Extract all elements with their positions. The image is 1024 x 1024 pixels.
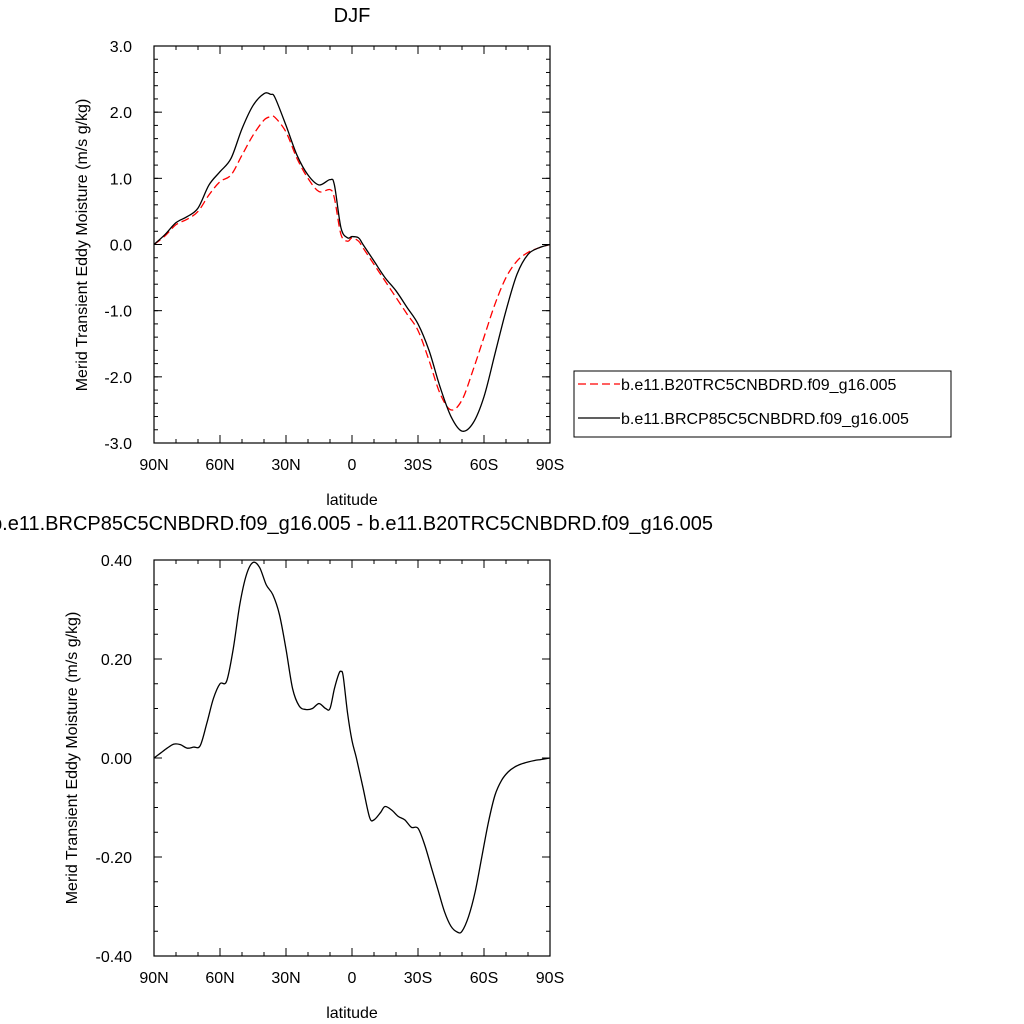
x-tick-label: 30N <box>271 970 300 987</box>
x-tick-label: 30S <box>404 970 432 987</box>
x-axis-label: latitude <box>326 1005 378 1022</box>
panel-difference: b.e11.BRCP85C5CNBDRD.f09_g16.005 - b.e11… <box>0 513 713 1022</box>
y-axis-label: Merid Transient Eddy Moisture (m/s g/kg) <box>74 99 91 392</box>
x-tick-label: 30S <box>404 457 432 474</box>
chart-title: DJF <box>334 5 371 27</box>
panel-djf: DJF 90N 60N 30N 0 30S 60S 90S 3.0 2.0 1.0 0.0 -1.0 -… <box>74 5 952 509</box>
x-tick-label: 90S <box>536 970 564 987</box>
y-tick-label: -0.40 <box>96 949 133 966</box>
series-line-1 <box>153 92 551 432</box>
chart-title: b.e11.BRCP85C5CNBDRD.f09_g16.005 - b.e11… <box>0 513 713 535</box>
x-tick-label: 90N <box>139 970 168 987</box>
series-group <box>153 561 551 934</box>
x-tick-label: 0 <box>348 457 357 474</box>
y-tick-label: 0.00 <box>101 751 132 768</box>
x-tick-label: 0 <box>348 970 357 987</box>
series-line-0 <box>153 561 551 934</box>
x-tick-label: 60N <box>205 457 234 474</box>
x-tick-label: 60S <box>470 970 498 987</box>
y-tick-label: -3.0 <box>104 436 132 453</box>
legend: b.e11.B20TRC5CNBDRD.f09_g16.005 b.e11.BR… <box>573 370 952 438</box>
axis-ticks: 90N 60N 30N 0 30S 60S 90S 0.40 0.20 0.00 -0.20 -0.4… <box>96 553 565 987</box>
y-tick-label: -0.20 <box>96 850 133 867</box>
x-tick-label: 60S <box>470 457 498 474</box>
series-group <box>153 92 551 432</box>
legend-label-historical: b.e11.B20TRC5CNBDRD.f09_g16.005 <box>621 377 897 394</box>
legend-label-rcp85: b.e11.BRCP85C5CNBDRD.f09_g16.005 <box>621 411 909 428</box>
x-tick-label: 60N <box>205 970 234 987</box>
axis-ticks: 90N 60N 30N 0 30S 60S 90S 3.0 2.0 1.0 0.0 -1.0 -2.0 -… <box>104 39 564 474</box>
y-tick-label: 2.0 <box>110 105 132 122</box>
x-tick-label: 90S <box>536 457 564 474</box>
y-tick-label: 0.0 <box>110 238 132 255</box>
y-tick-label: 0.40 <box>101 553 132 570</box>
x-tick-label: 30N <box>271 457 300 474</box>
x-tick-label: 90N <box>139 457 168 474</box>
y-axis-label: Merid Transient Eddy Moisture (m/s g/kg) <box>64 612 81 905</box>
y-tick-label: 3.0 <box>110 39 132 56</box>
y-tick-label: 1.0 <box>110 171 132 188</box>
plot-frame <box>153 559 551 957</box>
y-tick-label: 0.20 <box>101 652 132 669</box>
y-tick-label: -1.0 <box>104 304 132 321</box>
y-tick-label: -2.0 <box>104 370 132 387</box>
x-axis-label: latitude <box>326 492 378 509</box>
series-line-0 <box>153 115 551 411</box>
plot-frame <box>153 45 551 444</box>
legend-box <box>573 370 952 438</box>
